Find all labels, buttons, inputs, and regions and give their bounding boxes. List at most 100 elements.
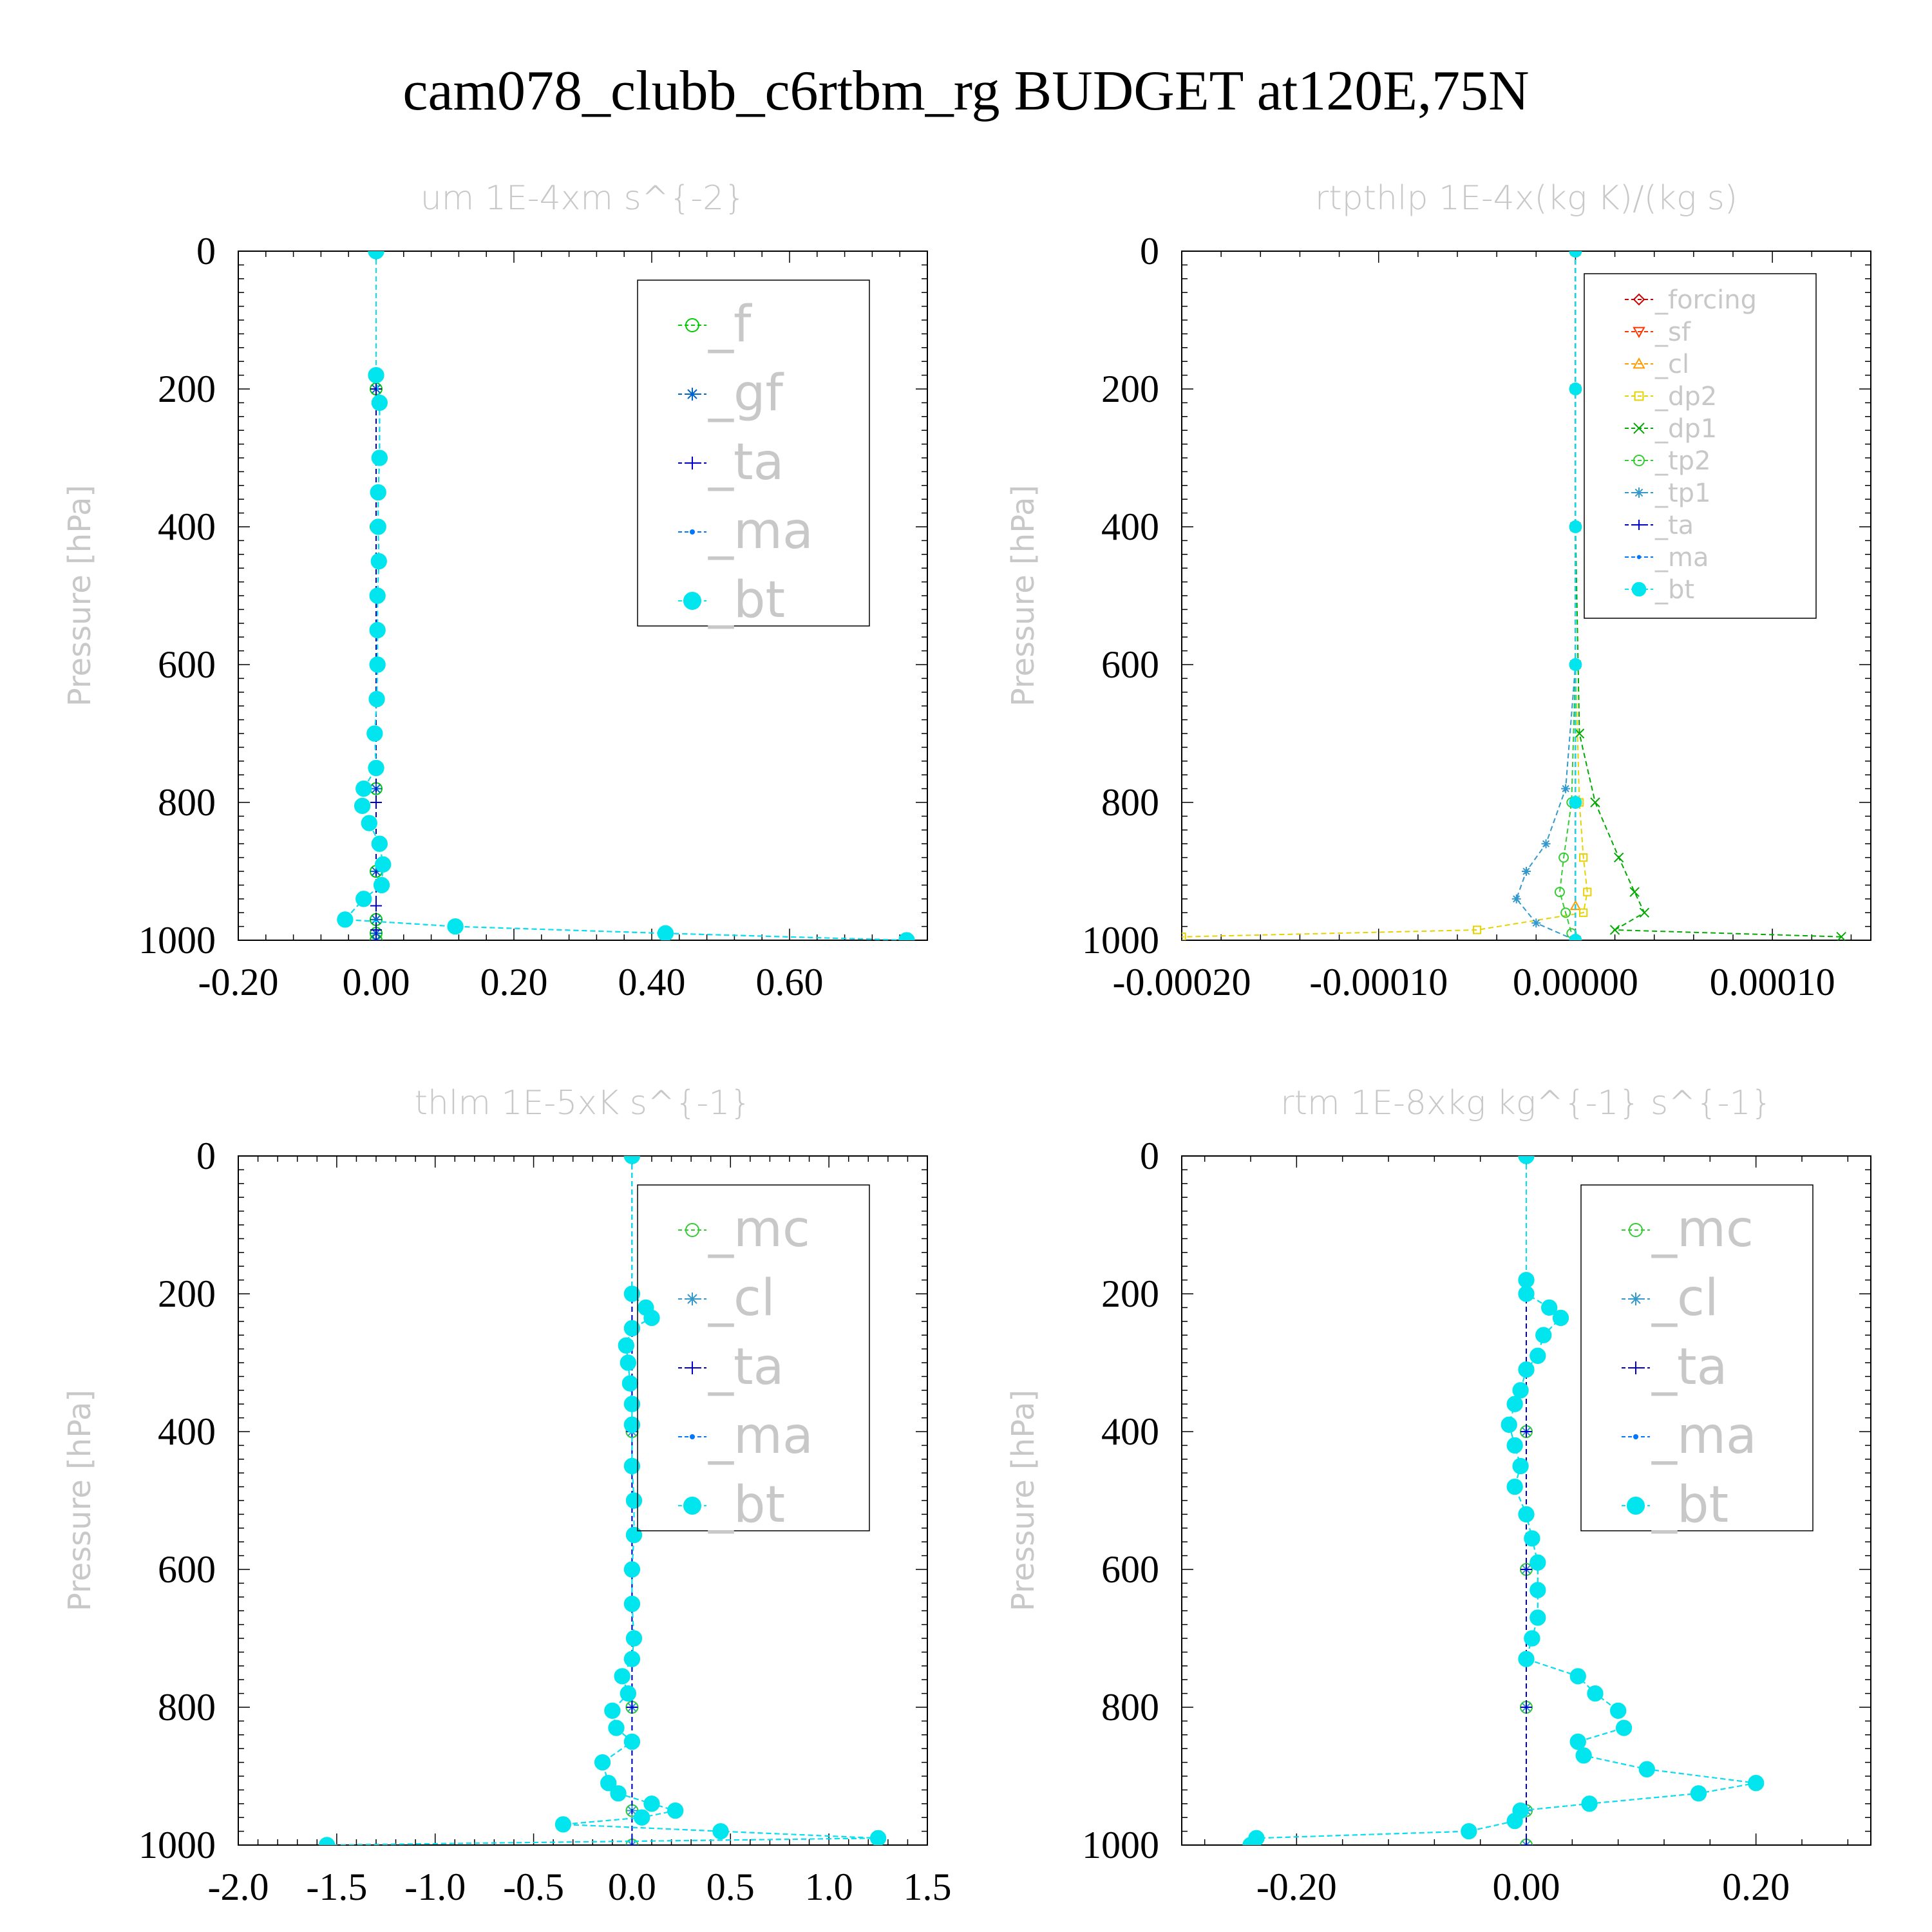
data-point	[1242, 1837, 1259, 1845]
data-point	[368, 759, 384, 777]
series_bt	[1242, 1156, 1765, 1845]
legend-marker	[685, 1223, 699, 1237]
legend-label: _bt	[1651, 1476, 1728, 1534]
data-point	[1182, 933, 1186, 940]
data-point	[898, 932, 915, 940]
data-point	[626, 1839, 638, 1845]
legend-label: _mc	[708, 1200, 810, 1258]
legend-marker	[1634, 488, 1644, 498]
x-tick-label: 0.20	[480, 961, 548, 1003]
data-point	[623, 1416, 641, 1433]
data-point	[370, 484, 386, 501]
data-point	[1541, 1299, 1558, 1316]
data-point	[1506, 1396, 1523, 1412]
data-point	[370, 797, 382, 808]
y-tick-label: 0	[1140, 1135, 1159, 1177]
y-tick-label: 800	[158, 1686, 216, 1728]
legend-label: _dp1	[1654, 414, 1717, 444]
chart-panel-4: rtm 1E-8xkg kg^{-1} s^{-1} Pressure [hPa]…	[1005, 1084, 1871, 1908]
legend-marker	[1633, 327, 1645, 339]
data-point	[625, 1526, 643, 1544]
data-point	[369, 621, 386, 639]
data-point	[712, 1823, 729, 1840]
data-point	[604, 1702, 621, 1719]
legend-label: _dp2	[1654, 382, 1717, 412]
data-point	[1520, 1426, 1532, 1437]
data-point	[667, 1802, 684, 1819]
y-tick-label: 400	[158, 506, 216, 548]
data-point	[625, 1492, 643, 1509]
legend-label: _ma	[1651, 1407, 1757, 1465]
data-point	[623, 1457, 641, 1475]
data-point	[1569, 383, 1582, 395]
series_bt	[1569, 251, 1582, 940]
data-point	[1530, 1347, 1546, 1364]
data-point	[370, 934, 382, 940]
data-point	[643, 1795, 660, 1812]
data-point	[1522, 867, 1531, 876]
legend-label: _ta	[708, 433, 784, 491]
x-tick-label: -0.00020	[1113, 961, 1251, 1003]
y-axis-label: Pressure [hPa]	[1005, 485, 1041, 706]
y-tick-label: 0	[1140, 230, 1159, 272]
data-point	[625, 1630, 643, 1647]
y-tick-label: 200	[158, 1273, 216, 1315]
data-point	[1690, 1785, 1707, 1802]
x-tick-label: -0.20	[198, 961, 279, 1003]
legend-box	[637, 1184, 870, 1531]
data-point	[1518, 1285, 1535, 1302]
data-point	[1569, 934, 1582, 940]
legend-marker	[1633, 293, 1645, 306]
data-point	[373, 876, 390, 894]
legend: _mc _cl _ta _ma _bt	[637, 1184, 870, 1534]
legend-marker	[1629, 1293, 1642, 1305]
legend-marker	[690, 1434, 695, 1439]
panels: um 1E-4xm s^{-2} Pressure [hPa] 0 200 400 600…	[62, 179, 1871, 1908]
legend-marker	[686, 1361, 699, 1374]
legend-label: _cl	[1651, 1269, 1719, 1327]
legend: _f _gf _ta _ma _bt	[637, 279, 870, 629]
data-point	[1560, 907, 1571, 918]
data-point	[1569, 1668, 1586, 1685]
data-point	[1569, 796, 1582, 809]
x-tick-label: 0.20	[1722, 1866, 1790, 1908]
panel-title: rtpthlp 1E-4x(kg K)/(kg s)	[1315, 179, 1738, 218]
data-point	[1613, 852, 1624, 863]
legend-marker	[1629, 1361, 1642, 1374]
y-tick-label: 1000	[1082, 1824, 1159, 1866]
series_bt	[318, 1156, 887, 1845]
panel-title: rtm 1E-8xkg kg^{-1} s^{-1}	[1280, 1084, 1772, 1122]
data-point	[370, 913, 382, 925]
data-point	[368, 251, 384, 260]
data-point	[626, 1701, 638, 1713]
legend-label: _ma	[1654, 543, 1709, 573]
y-tick-label: 600	[1101, 1548, 1159, 1591]
y-tick-label: 1000	[138, 1824, 216, 1866]
data-point	[355, 780, 372, 797]
data-point	[355, 891, 372, 907]
x-tick-label: 0.00010	[1710, 961, 1835, 1003]
legend-label: _cl	[708, 1269, 775, 1327]
data-point	[1512, 1382, 1529, 1399]
chart-panel-3: thlm 1E-5xK s^{-1} Pressure [hPa] 0 200 400 6…	[62, 1084, 952, 1908]
legend-marker	[683, 1497, 701, 1515]
legend-box	[1580, 1184, 1814, 1531]
x-tick-label: 0.60	[756, 961, 824, 1003]
data-point	[1615, 1719, 1633, 1736]
legend-label: _f	[708, 296, 752, 354]
data-point	[1506, 1437, 1523, 1454]
data-point	[620, 1354, 636, 1371]
data-point	[1748, 1775, 1765, 1792]
legend-marker	[686, 1293, 699, 1305]
data-point	[1575, 1747, 1592, 1764]
x-tick-label: 0.5	[706, 1866, 755, 1908]
x-tick-label: 1.0	[805, 1866, 853, 1908]
y-tick-label: 0	[196, 230, 216, 272]
legend-label: _tp1	[1654, 478, 1711, 508]
data-point	[1558, 852, 1569, 863]
y-tick-label: 200	[1101, 368, 1159, 410]
x-tick-label: 0.00	[1493, 1866, 1560, 1908]
y-axis-label: Pressure [hPa]	[62, 1390, 98, 1611]
data-point	[643, 1309, 660, 1327]
